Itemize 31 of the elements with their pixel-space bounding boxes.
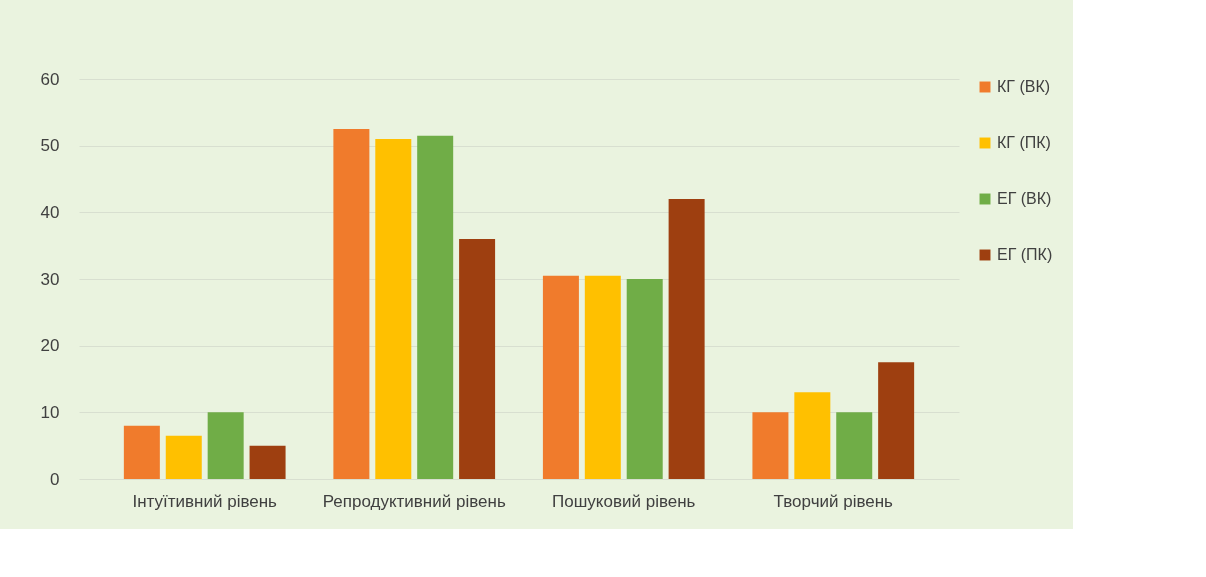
bar [542,275,579,479]
y-tick-label: 60 [40,69,60,89]
x-tick-label: Пошуковий рівень [552,491,696,511]
bar [584,275,621,479]
bar [417,135,454,479]
y-tick-label: 50 [40,136,60,156]
x-tick-label: Репродуктивний рівень [322,491,506,511]
bar [752,412,789,479]
bar [333,129,370,479]
bar [626,279,663,479]
y-tick-label: 40 [40,202,60,222]
x-tick-label: Творчий рівень [773,491,894,511]
legend-label: КГ (ПК) [997,134,1051,151]
bar [794,392,831,479]
bar [836,412,873,479]
bar [123,425,160,479]
bar [668,199,705,479]
y-tick-label: 30 [40,269,60,289]
bar [165,435,202,479]
bar [459,239,496,479]
legend-label: ЕГ (ПК) [997,246,1053,263]
y-tick-label: 10 [40,402,60,422]
x-tick-label: Інтуїтивний рівень [132,491,278,511]
bar [249,445,286,479]
legend-label: ЕГ (ВК) [997,190,1052,207]
bar [375,139,412,479]
bar [207,412,244,479]
y-tick-label: 20 [40,336,60,356]
bar [878,362,915,479]
legend-label: КГ (ВК) [997,78,1051,95]
y-tick-label: 0 [50,469,60,489]
